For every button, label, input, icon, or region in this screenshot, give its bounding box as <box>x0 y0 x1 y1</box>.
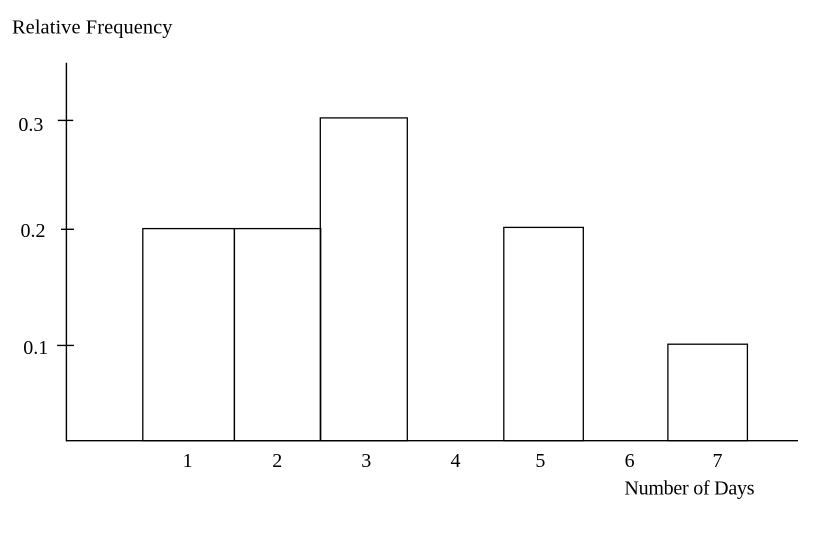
svg-text:7: 7 <box>713 450 723 472</box>
svg-text:0.1: 0.1 <box>23 337 48 359</box>
svg-text:6: 6 <box>625 450 635 472</box>
svg-text:2: 2 <box>272 450 282 472</box>
svg-text:0.2: 0.2 <box>21 220 46 242</box>
svg-text:Number of Days: Number of Days <box>624 478 754 500</box>
svg-text:1: 1 <box>183 450 193 472</box>
svg-text:0.3: 0.3 <box>18 114 43 136</box>
svg-text:5: 5 <box>535 450 545 472</box>
svg-text:4: 4 <box>451 450 461 472</box>
svg-text:3: 3 <box>361 450 371 472</box>
svg-text:Relative Frequency: Relative Frequency <box>12 16 173 38</box>
